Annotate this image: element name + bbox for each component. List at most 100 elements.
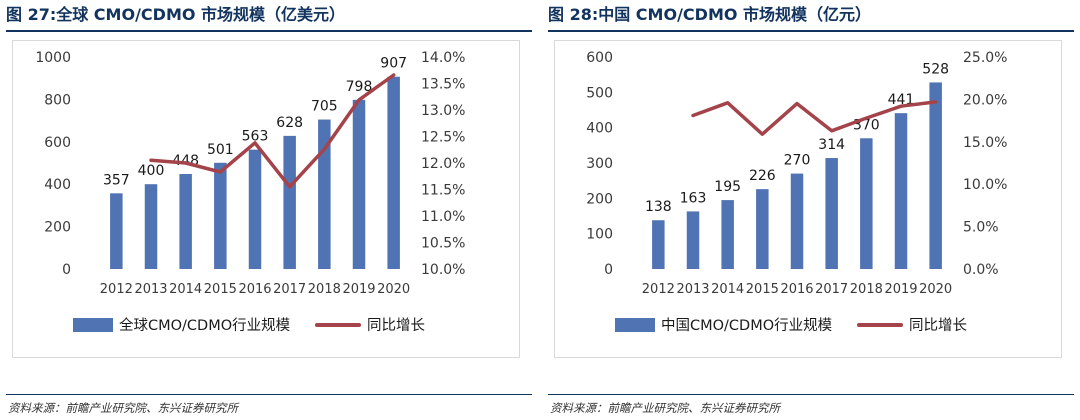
bar xyxy=(179,174,192,269)
title-divider xyxy=(548,30,1074,32)
bar xyxy=(214,162,227,269)
y-right-tick-label: 14.0% xyxy=(421,50,465,66)
bar xyxy=(894,113,908,270)
growth-line xyxy=(691,100,938,136)
bar xyxy=(318,119,331,269)
y-left-tick-label: 600 xyxy=(586,50,613,66)
x-tick-label: 2015 xyxy=(204,282,237,297)
bar xyxy=(352,99,366,269)
x-tick-label: 2019 xyxy=(342,282,375,297)
y-left-tick-label: 1000 xyxy=(35,50,71,66)
x-tick-label: 2012 xyxy=(642,282,675,297)
x-tick-label: 2016 xyxy=(780,282,813,297)
y-right-tick-label: 11.0% xyxy=(421,209,465,225)
y-right-tick-label: 20.0% xyxy=(963,92,1007,108)
bar xyxy=(686,211,700,269)
x-tick-label: 2019 xyxy=(884,282,917,297)
y-left-tick-label: 500 xyxy=(586,85,613,101)
y-left-tick-label: 200 xyxy=(586,191,613,207)
y-right-tick-label: 15.0% xyxy=(963,135,1007,151)
x-tick-label: 2016 xyxy=(238,282,271,297)
legend-label-line: 同比增长 xyxy=(909,317,967,334)
y-right-tick-label: 13.0% xyxy=(421,103,465,119)
source-divider xyxy=(6,394,532,395)
source-note: 资料来源：前瞻产业研究院、东兴证券研究所 xyxy=(8,401,238,415)
data-label: 138 xyxy=(645,199,672,215)
x-tick-label: 2020 xyxy=(377,282,410,297)
x-tick-label: 2013 xyxy=(676,282,709,297)
data-label: 195 xyxy=(714,179,741,195)
chart-frame: 0 100 200 300 400 500 600 0.0% 5.0% 10.0% 15.0% 20.… xyxy=(554,40,1062,358)
y-right-tick-label: 11.5% xyxy=(421,183,465,199)
y-left-tick-label: 600 xyxy=(44,135,71,151)
combo-chart-global: 0 200 400 600 800 1000 10.0% 10.5% 11.0% 11.5% 12.… xyxy=(35,50,465,334)
y-right-tick-label: 13.5% xyxy=(421,77,465,93)
bar xyxy=(248,149,262,269)
bar xyxy=(929,82,942,269)
bar xyxy=(721,200,734,269)
x-tick-label: 2020 xyxy=(919,282,952,297)
x-tick-label: 2018 xyxy=(308,282,341,297)
data-label: 907 xyxy=(380,56,407,72)
y-left-tick-label: 800 xyxy=(44,92,71,108)
chart-frame: 0 200 400 600 800 1000 10.0% 10.5% 11.0% 11.5% 12.… xyxy=(12,40,520,358)
title-divider xyxy=(6,30,532,32)
bar xyxy=(860,138,873,269)
legend-label-bar: 中国CMO/CDMO行业规模 xyxy=(661,317,832,334)
source-divider xyxy=(548,394,1074,395)
y-right-tick-label: 10.5% xyxy=(421,236,465,252)
data-label: 400 xyxy=(138,163,165,179)
y-right-tick-label: 12.0% xyxy=(421,156,465,172)
y-right-tick-label: 12.5% xyxy=(421,130,465,146)
data-label: 314 xyxy=(818,137,845,153)
data-label: 528 xyxy=(922,61,949,77)
y-left-tick-label: 200 xyxy=(44,220,71,236)
data-label: 357 xyxy=(103,172,130,188)
bar xyxy=(387,76,400,269)
y-right-tick-label: 5.0% xyxy=(963,220,999,236)
source-note: 资料来源：前瞻产业研究院、东兴证券研究所 xyxy=(550,401,780,415)
data-label: 163 xyxy=(680,190,707,206)
x-tick-label: 2017 xyxy=(815,282,848,297)
data-label: 798 xyxy=(346,79,373,95)
y-left-tick-label: 0 xyxy=(62,262,71,278)
legend-label-line: 同比增长 xyxy=(367,317,425,334)
data-label: 270 xyxy=(784,153,811,169)
y-left-tick-label: 400 xyxy=(586,121,613,137)
data-label: 628 xyxy=(276,115,303,131)
chart-title: 图 28:中国 CMO/CDMO 市场规模（亿元） xyxy=(548,5,872,24)
chart-panel-global: 图 27:全球 CMO/CDMO 市场规模（亿美元） 0 200 400 600 800… xyxy=(6,0,532,420)
data-label: 563 xyxy=(242,129,269,145)
y-left-tick-label: 300 xyxy=(586,156,613,172)
x-tick-label: 2014 xyxy=(711,282,744,297)
y-left-tick-label: 400 xyxy=(44,177,71,193)
y-left-tick-label: 100 xyxy=(586,227,613,243)
bar xyxy=(652,220,665,269)
x-tick-label: 2014 xyxy=(169,282,202,297)
bar xyxy=(756,189,769,269)
bar xyxy=(110,193,123,269)
bar xyxy=(825,158,838,269)
chart-panel-china: 图 28:中国 CMO/CDMO 市场规模（亿元） 0 100 200 300 400 5… xyxy=(548,0,1074,420)
y-right-tick-label: 10.0% xyxy=(963,177,1007,193)
bar xyxy=(790,173,804,269)
legend-swatch-bar xyxy=(73,318,113,332)
y-right-tick-label: 0.0% xyxy=(963,262,999,278)
legend-swatch-bar xyxy=(615,318,655,332)
x-tick-label: 2015 xyxy=(746,282,779,297)
y-right-tick-label: 25.0% xyxy=(963,50,1007,66)
x-tick-label: 2013 xyxy=(134,282,167,297)
bar xyxy=(283,135,296,269)
x-tick-label: 2018 xyxy=(850,282,883,297)
y-right-tick-label: 10.0% xyxy=(421,262,465,278)
data-label: 226 xyxy=(749,168,776,184)
y-left-tick-label: 0 xyxy=(604,262,613,278)
x-tick-label: 2012 xyxy=(100,282,133,297)
data-label: 501 xyxy=(207,142,234,158)
chart-title: 图 27:全球 CMO/CDMO 市场规模（亿美元） xyxy=(6,5,346,24)
growth-line xyxy=(149,73,396,189)
x-tick-label: 2017 xyxy=(273,282,306,297)
combo-chart-china: 0 100 200 300 400 500 600 0.0% 5.0% 10.0% 15.0% 20.… xyxy=(586,50,1007,334)
legend-label-bar: 全球CMO/CDMO行业规模 xyxy=(119,316,290,334)
bar xyxy=(144,184,158,269)
